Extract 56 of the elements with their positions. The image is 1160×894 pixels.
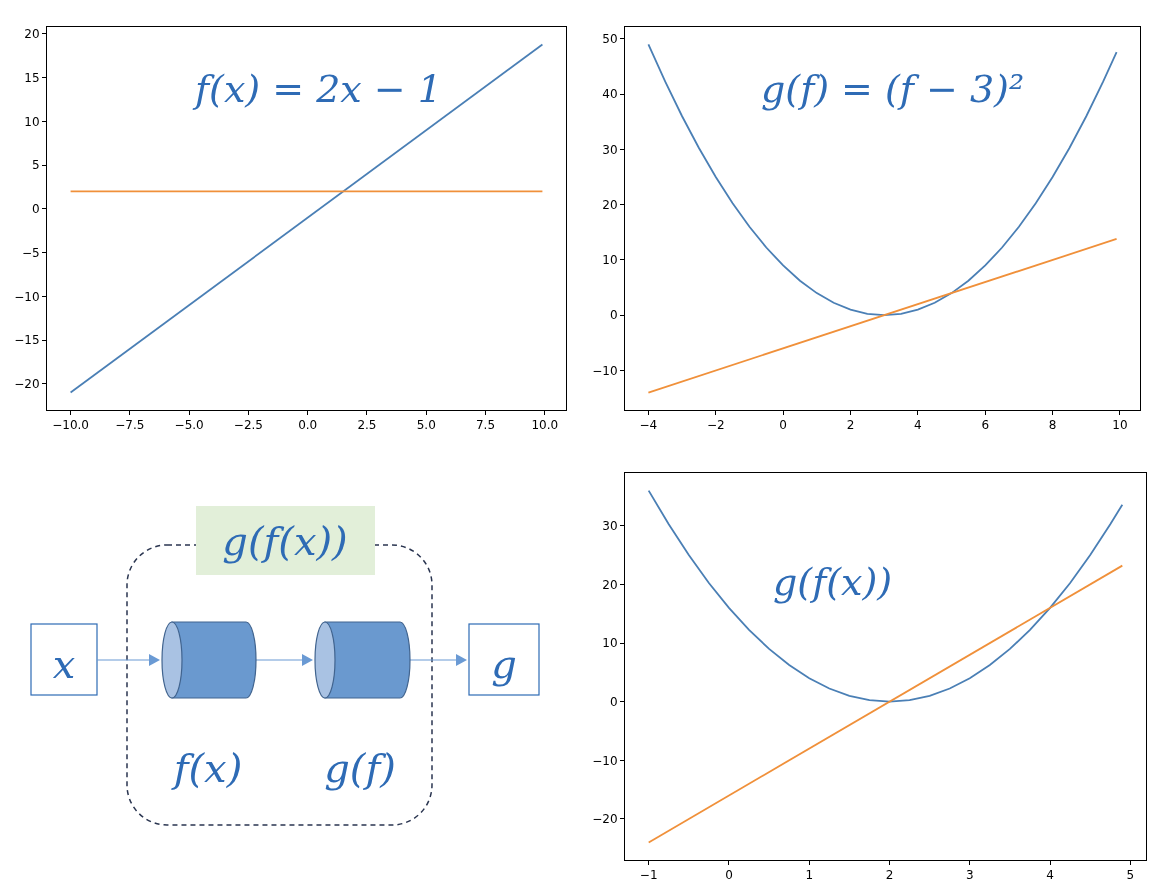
x-tick-label: 2 (885, 868, 894, 883)
x-tick-label: 5 (1126, 868, 1135, 883)
x-tick-label: −5.0 (174, 418, 204, 433)
text: f(x) (170, 745, 243, 791)
text: x (52, 641, 76, 687)
annotation: g(f) = (f − 3)² (761, 67, 1025, 111)
x-tick-label: 6 (981, 418, 990, 433)
x-tick-label: −7.5 (115, 418, 145, 433)
x-tick-label: −2.5 (233, 418, 263, 433)
y-tick-label: 10 (602, 253, 618, 268)
x-tick-label: 8 (1048, 418, 1057, 433)
y-tick-label: 0 (609, 308, 618, 323)
x-tick-label: −1 (639, 868, 658, 883)
x-tick-label: −4 (639, 418, 658, 433)
x-tick-label: −2 (706, 418, 725, 433)
line-series (647, 43, 1118, 317)
x-tick-label: 0.0 (298, 418, 318, 433)
y-tick-label: −5 (21, 245, 40, 260)
y-tick-label: 0 (609, 694, 618, 709)
y-tick-label: −10 (592, 753, 618, 768)
y-tick-label: 10 (602, 636, 618, 651)
x-tick-label: 0 (725, 868, 733, 883)
x-tick-label: 10.0 (531, 418, 559, 433)
x-tick-label: 5.0 (416, 418, 436, 433)
y-tick-label: 30 (602, 518, 618, 533)
y-tick-label: 40 (602, 87, 618, 102)
x-tick-label: 10 (1112, 418, 1128, 433)
y-tick-label: 5 (31, 158, 40, 173)
x-tick-label: 1 (805, 868, 814, 883)
y-tick-label: −20 (592, 812, 618, 827)
y-tick-label: 50 (602, 32, 618, 47)
annotation: g(f(x)) (773, 560, 893, 604)
x-tick-label: −10.0 (52, 418, 89, 433)
y-tick-label: 20 (24, 27, 40, 42)
y-tick-label: −10 (592, 363, 618, 378)
x-tick-label: 7.5 (475, 418, 496, 433)
line-series (647, 489, 1124, 703)
x-tick-label: 3 (965, 868, 974, 883)
y-tick-label: −20 (14, 377, 40, 392)
x-tick-label: 2.5 (357, 418, 377, 433)
y-tick-label: 20 (602, 577, 618, 592)
y-tick-label: 0 (31, 202, 40, 217)
text: g(f(x)) (222, 518, 348, 564)
x-tick-label: 2 (846, 418, 855, 433)
y-tick-label: −15 (14, 333, 40, 348)
x-tick-label: 4 (914, 418, 922, 433)
x-tick-label: 0 (779, 418, 787, 433)
text: g (491, 641, 517, 687)
text: g(f) (324, 745, 396, 791)
y-tick-label: 20 (602, 197, 618, 212)
annotation: f(x) = 2x − 1 (192, 67, 442, 111)
x-tick-label: 4 (1046, 868, 1054, 883)
y-tick-label: 10 (24, 114, 40, 129)
y-tick-label: 15 (24, 70, 40, 85)
y-tick-label: −10 (14, 289, 40, 304)
y-tick-label: 30 (602, 142, 618, 157)
